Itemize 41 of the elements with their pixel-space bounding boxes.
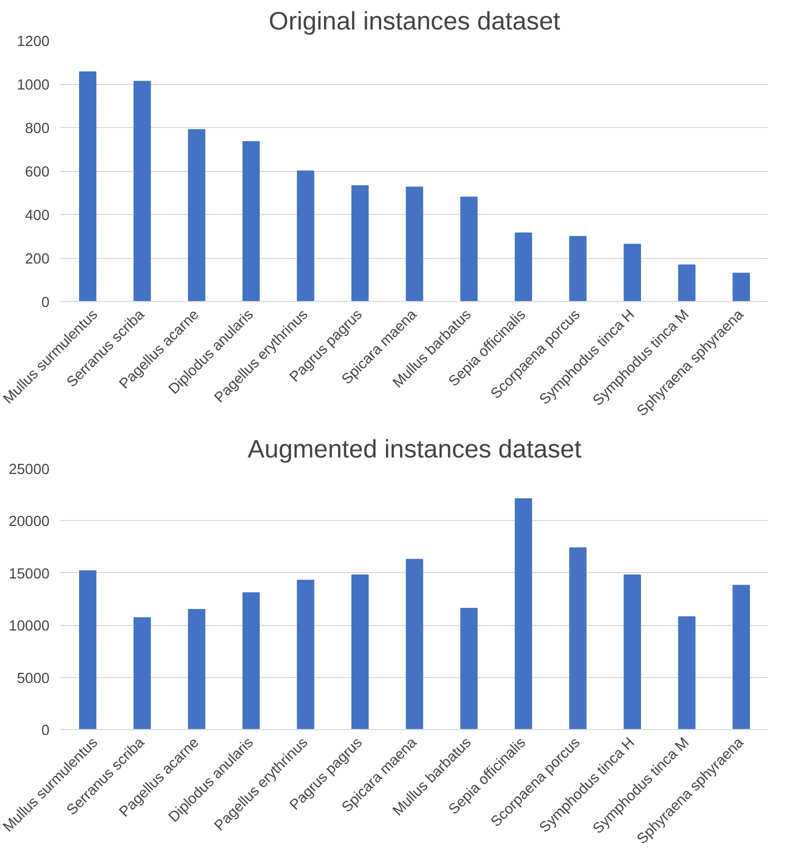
bar (678, 264, 696, 302)
y-tick-label: 200 (25, 252, 50, 268)
bar (732, 272, 750, 302)
bar (296, 580, 314, 730)
y-tick-label: 10000 (8, 618, 50, 635)
bar (242, 592, 260, 730)
y-tick-label: 1000 (16, 78, 50, 94)
bar (569, 547, 587, 730)
y-tick-label: 400 (25, 208, 50, 224)
bar (351, 185, 369, 302)
y-tick-label: 600 (25, 164, 50, 180)
bar (79, 71, 96, 302)
bar (732, 584, 750, 730)
bar (242, 141, 260, 302)
bar (514, 232, 532, 302)
y-tick-label: 15000 (8, 566, 50, 582)
bar (406, 558, 424, 730)
bar (624, 244, 642, 302)
bar (514, 498, 532, 730)
bar (460, 608, 478, 730)
bar (134, 80, 151, 302)
bar (188, 129, 206, 302)
chart-title: Augmented instances dataset (248, 436, 582, 464)
bar (569, 236, 587, 302)
y-tick-label: 0 (41, 723, 50, 739)
bar (134, 617, 151, 730)
y-tick-label: 800 (25, 121, 50, 137)
bar (351, 574, 369, 730)
bar (188, 608, 206, 730)
bar (624, 574, 642, 730)
y-tick-label: 20000 (8, 514, 50, 530)
bar (296, 170, 314, 302)
y-tick-label: 5000 (16, 670, 50, 687)
bar (678, 616, 696, 730)
chart-title: Original instances dataset (268, 8, 560, 36)
bar (79, 570, 96, 730)
y-tick-label: 0 (41, 295, 50, 311)
y-tick-label: 1200 (16, 34, 50, 50)
bar (406, 186, 424, 302)
bar (460, 196, 478, 302)
y-tick-label: 25000 (8, 462, 50, 478)
